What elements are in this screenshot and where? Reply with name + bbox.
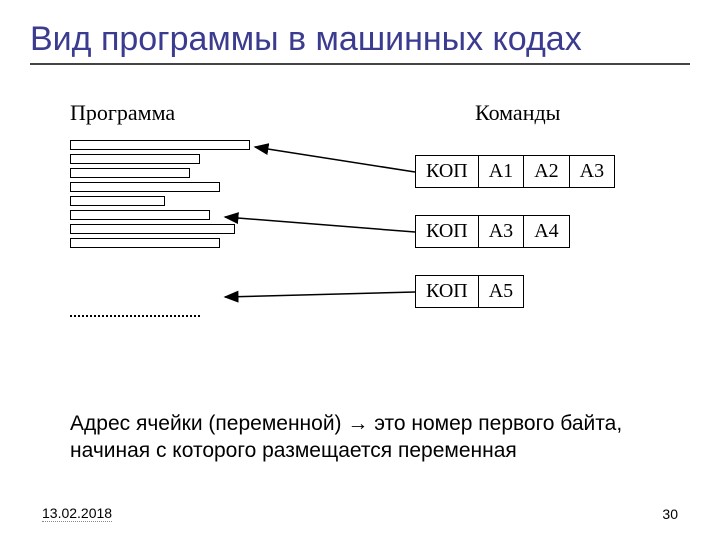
program-bars — [70, 140, 250, 252]
program-bar — [70, 140, 250, 150]
footer-date: 13.02.2018 — [42, 505, 112, 522]
program-bar — [70, 154, 200, 164]
command-cell: А2 — [524, 156, 569, 188]
arrow-line — [225, 292, 415, 297]
slide-title: Вид программы в машинных кодах — [30, 20, 690, 65]
label-program: Программа — [70, 100, 175, 126]
program-bar — [70, 168, 190, 178]
command-cell: А3 — [478, 216, 523, 248]
program-bar — [70, 182, 220, 192]
arrow-line — [225, 217, 415, 232]
footer-page-number: 30 — [662, 506, 678, 522]
description-text: Адрес ячейки (переменной) → это номер пе… — [70, 410, 660, 465]
command-table-3: КОПА5 — [415, 275, 524, 308]
arrow-line — [255, 147, 415, 172]
command-cell: КОП — [416, 216, 479, 248]
dotted-continuation — [70, 315, 200, 317]
program-bar — [70, 210, 210, 220]
program-bar — [70, 238, 220, 248]
command-cell: А4 — [524, 216, 569, 248]
program-bar — [70, 196, 165, 206]
command-table-1: КОПА1А2А3 — [415, 155, 615, 188]
command-cell: КОП — [416, 276, 479, 308]
label-commands: Команды — [475, 100, 560, 126]
program-bar — [70, 224, 235, 234]
command-cell: А5 — [478, 276, 523, 308]
command-table-2: КОПА3А4 — [415, 215, 570, 248]
slide: Вид программы в машинных кодах Программа… — [0, 0, 720, 540]
command-cell: КОП — [416, 156, 479, 188]
command-cell: А1 — [478, 156, 523, 188]
command-cell: А3 — [569, 156, 614, 188]
